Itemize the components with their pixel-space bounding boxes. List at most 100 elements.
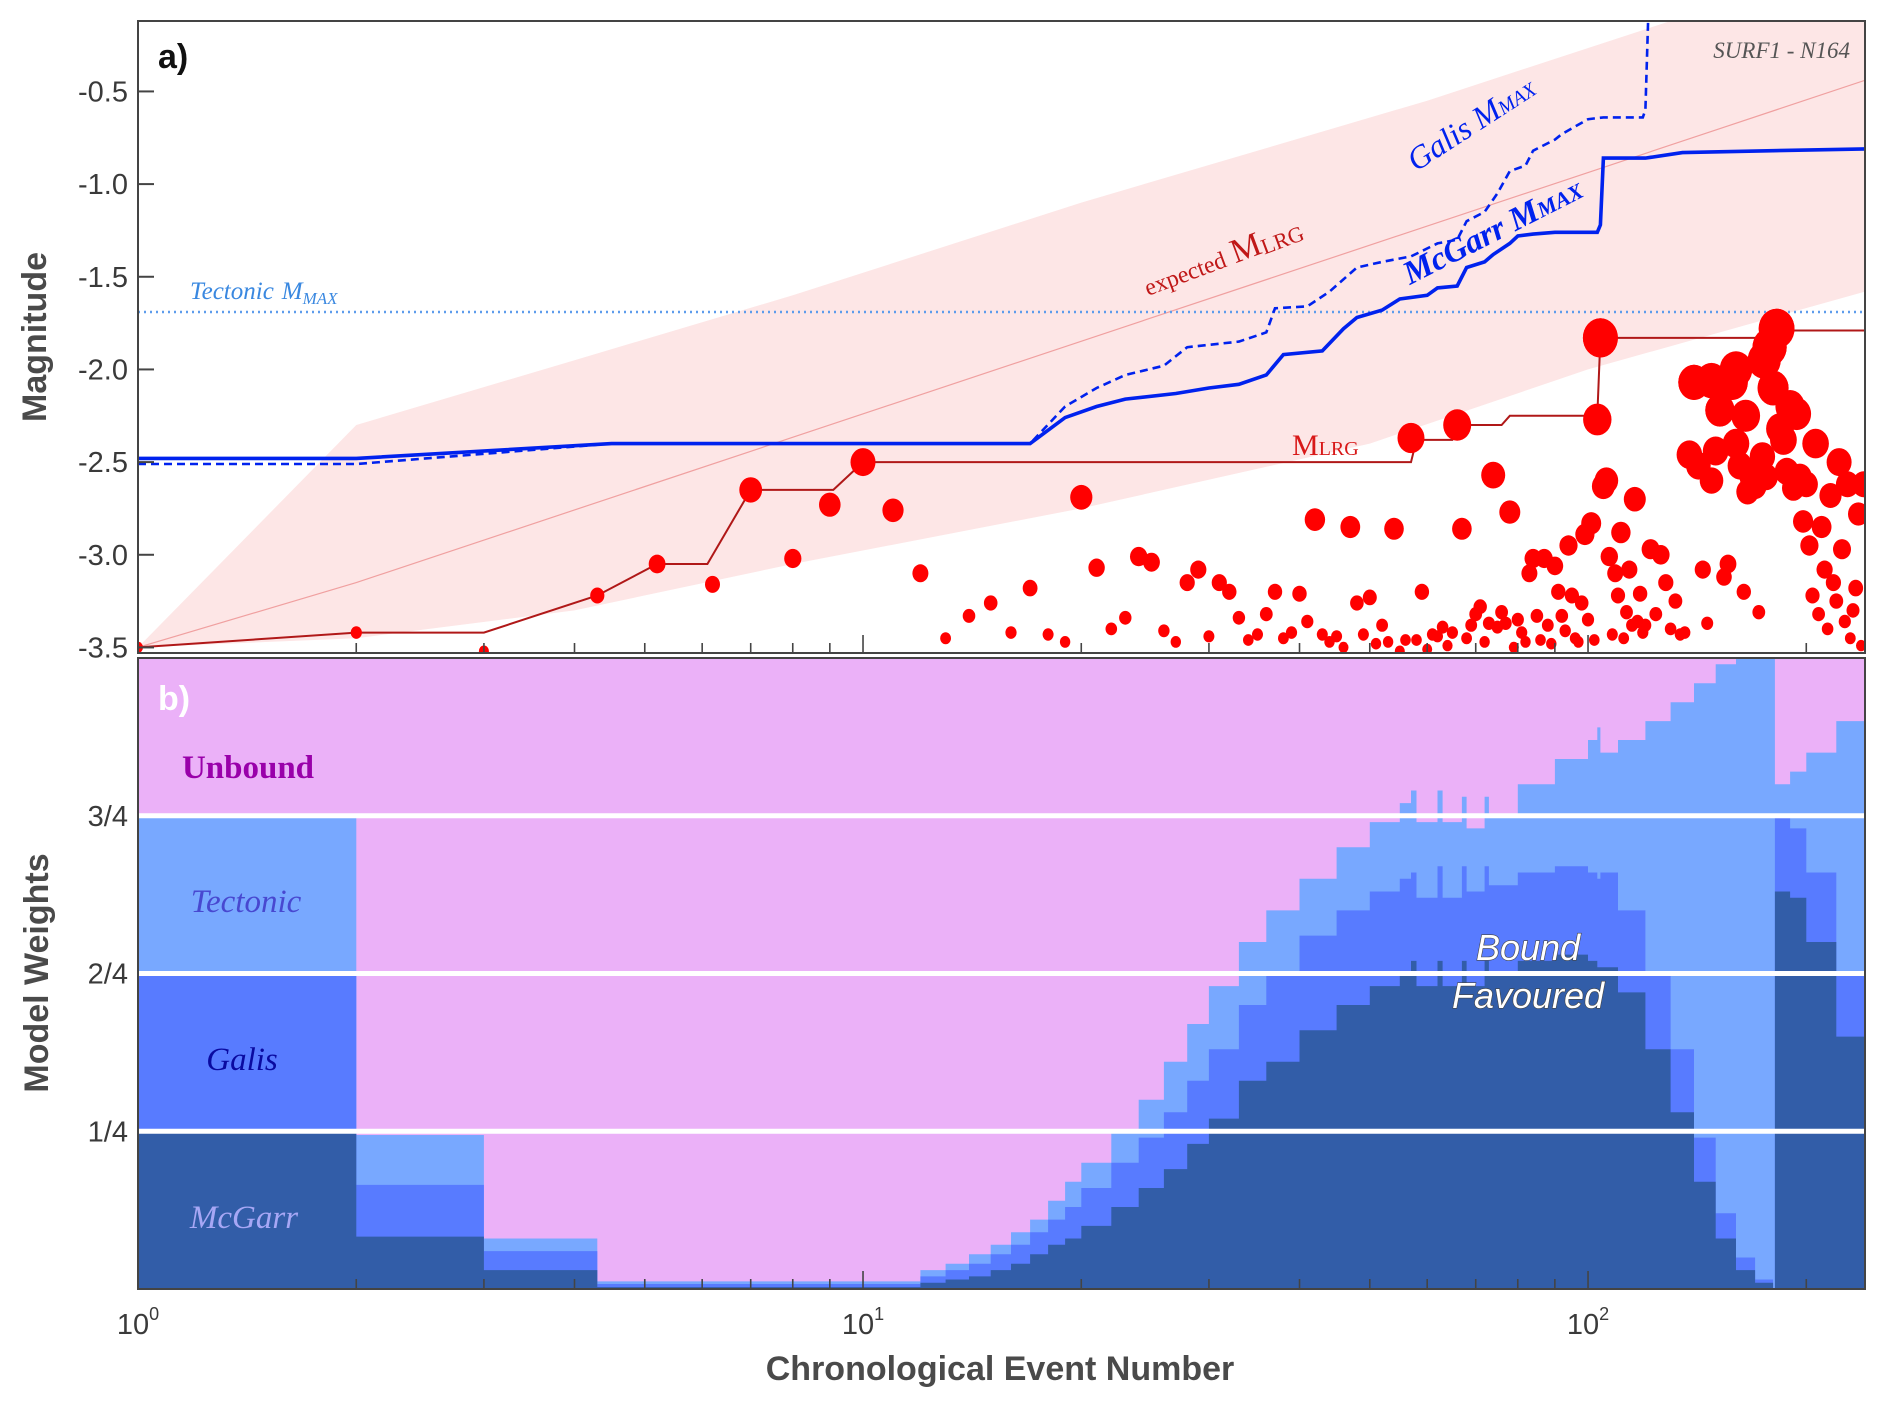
event-point [1649, 607, 1663, 622]
y-tick-label: -3.0 [78, 540, 128, 572]
event-point [1541, 618, 1554, 632]
event-point [1811, 515, 1832, 539]
y-tick-label: 3/4 [88, 801, 128, 833]
y-tick-label: -2.5 [78, 447, 128, 479]
panel-a-x-ticks [137, 635, 1808, 653]
event-point [1664, 622, 1677, 636]
event-point [1400, 634, 1411, 646]
event-point [1442, 639, 1453, 652]
event-point [1481, 461, 1506, 489]
event-point [1252, 628, 1263, 641]
event-point [1211, 574, 1227, 592]
event-point [1465, 618, 1478, 632]
event-point [1382, 636, 1394, 648]
bound-favoured-label-line2: Favoured [1452, 975, 1605, 1016]
event-point [819, 492, 841, 517]
event-point [1825, 574, 1841, 592]
event-point [1059, 636, 1071, 648]
event-point [1316, 628, 1328, 641]
event-point [1267, 583, 1283, 600]
event-point [1520, 636, 1531, 648]
event-point [1844, 632, 1856, 645]
event-point [1559, 624, 1571, 638]
event-point [350, 626, 362, 639]
event-point [1362, 589, 1377, 606]
event-point [1793, 510, 1814, 533]
event-point [1222, 583, 1237, 600]
event-point [1701, 616, 1714, 630]
event-point [1852, 471, 1865, 498]
event-point [1848, 502, 1865, 526]
panel-a-y-axis-title: Magnitude [16, 252, 54, 422]
event-point [1573, 636, 1584, 648]
event-point [1370, 637, 1382, 650]
event-point [1699, 467, 1724, 494]
panel-b-y-axis-title: Model Weights [18, 853, 56, 1092]
event-point [705, 575, 720, 593]
event-point [1581, 612, 1595, 627]
unbound-label: Unbound [182, 750, 314, 786]
event-point [1414, 583, 1430, 600]
bound-favoured-label-line1: Bound [1476, 927, 1581, 968]
x-tick-label: 101 [842, 1304, 884, 1341]
tectonic-mmax-label: Tectonic MMAX [190, 278, 338, 308]
corner-label: SURF1 - N164 [1713, 38, 1850, 63]
panel-a: -0.5 -1.0 -1.5 -2.0 -2.5 -3.0 -3.5 a) SURF1 - … [16, 20, 1866, 664]
event-point [1821, 622, 1834, 636]
event-point [1754, 463, 1778, 491]
event-point [1331, 630, 1343, 643]
event-point [1516, 626, 1528, 639]
event-point [1022, 579, 1038, 597]
event-point [1278, 632, 1289, 645]
panel-b-label: b) [158, 680, 190, 718]
event-point [1499, 616, 1512, 630]
event-point [1179, 574, 1195, 592]
event-point [1819, 483, 1842, 508]
event-point [1432, 630, 1443, 643]
event-point [1436, 620, 1449, 634]
event-point [1679, 626, 1691, 639]
event-point [1816, 560, 1833, 579]
panel-a-y-ticks: -0.5 -1.0 -1.5 -2.0 -2.5 -3.0 -3.5 [78, 76, 154, 664]
event-point [1452, 517, 1472, 540]
event-point [1829, 593, 1844, 609]
event-point [1623, 486, 1646, 512]
event-point [1639, 618, 1652, 632]
event-point [1005, 626, 1017, 639]
mcgarr-area [138, 891, 1865, 1289]
event-point [1143, 552, 1160, 572]
panel-a-label: a) [158, 38, 188, 76]
event-point [739, 477, 763, 503]
event-point [1600, 546, 1619, 567]
event-point [590, 587, 605, 604]
event-point [1702, 436, 1729, 466]
y-tick-label: -2.0 [78, 354, 128, 386]
tectonic-mmax-label-sub: MAX [302, 289, 339, 308]
event-point [1846, 603, 1860, 618]
event-point [1521, 564, 1538, 583]
event-point [1190, 560, 1207, 579]
event-point [1479, 636, 1490, 648]
event-point [1508, 641, 1519, 653]
x-tick-label: 102 [1567, 1304, 1609, 1341]
panel-b-x-ticks: 100 101 102 [117, 1271, 1808, 1341]
mlrg-label-m: M [1292, 429, 1319, 462]
event-point [962, 608, 976, 623]
y-tick-label: -0.5 [78, 76, 128, 108]
x-tick-label: 100 [117, 1304, 159, 1341]
event-point [1668, 593, 1683, 609]
y-tick-label: -3.5 [78, 632, 128, 664]
tectonic-mmax-label-m: M [281, 278, 304, 305]
event-point-large [1747, 341, 1781, 379]
expected-mlrg-band [138, 21, 1865, 648]
event-point [1499, 500, 1521, 524]
event-point [1070, 484, 1093, 510]
event-point [1782, 397, 1812, 431]
event-point [1618, 632, 1630, 645]
panel-b: 1/42/43/4 100 101 102 b) Unbound Tectonic … [18, 657, 1866, 1388]
event-point [1559, 535, 1578, 556]
event-point [1340, 515, 1361, 539]
event-point [1232, 610, 1246, 625]
event-point [1632, 585, 1648, 602]
